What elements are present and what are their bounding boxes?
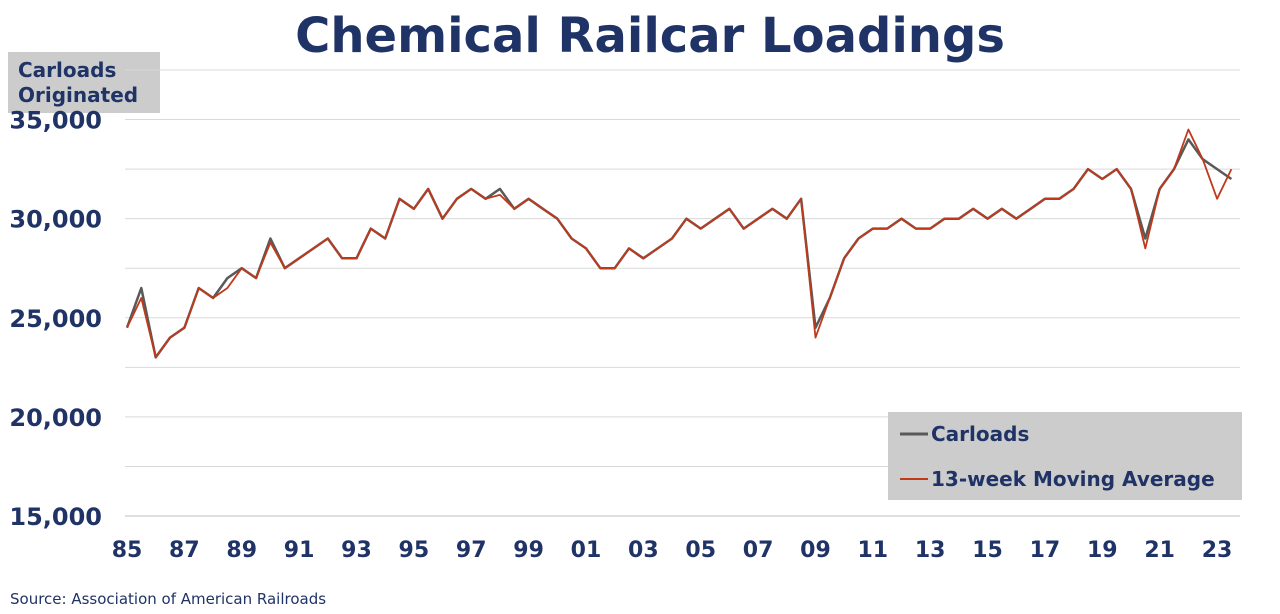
y-tick-label: 30,000 — [9, 206, 102, 234]
x-tick-label: 11 — [858, 538, 889, 563]
series-layer — [125, 128, 1233, 359]
y-axis-label-line-1: Carloads — [18, 58, 117, 82]
x-tick-label: 93 — [341, 538, 372, 563]
x-tick-label: 89 — [226, 538, 257, 563]
x-tick-label: 91 — [284, 538, 315, 563]
x-tick-label: 99 — [513, 538, 544, 563]
x-tick-label: 15 — [972, 538, 1003, 563]
x-tick-label: 87 — [169, 538, 200, 563]
y-axis-label-line-2: Originated — [18, 83, 139, 107]
legend-label-carloads: Carloads — [931, 422, 1029, 446]
x-tick-label: 97 — [456, 538, 487, 563]
legend-background — [888, 412, 1242, 500]
x-tick-label: 13 — [915, 538, 946, 563]
x-tick-label: 09 — [800, 538, 831, 563]
x-tick-label: 85 — [112, 538, 143, 563]
x-tick-label: 01 — [571, 538, 602, 563]
legend-label-moving-average: 13-week Moving Average — [931, 467, 1215, 491]
y-axis: 15,000 20,000 25,000 30,000 35,000 — [9, 107, 102, 531]
y-tick-label: 25,000 — [9, 305, 102, 333]
x-tick-label: 95 — [399, 538, 430, 563]
x-tick-label: 17 — [1030, 538, 1061, 563]
series-line-moving-average — [126, 128, 1233, 359]
y-tick-label: 15,000 — [9, 503, 102, 531]
source-note: Source: Association of American Railroad… — [10, 590, 327, 608]
x-tick-label: 05 — [685, 538, 716, 563]
x-tick-label: 07 — [743, 538, 774, 563]
x-tick-label: 19 — [1087, 538, 1118, 563]
y-axis-label: Carloads Originated — [8, 52, 160, 113]
x-tick-label: 03 — [628, 538, 659, 563]
x-axis: 85 87 89 91 93 95 97 99 01 03 05 07 09 11 13 15 17 19 21 23 — [112, 538, 1233, 563]
y-tick-label: 35,000 — [9, 107, 102, 135]
legend: Carloads 13-week Moving Average — [888, 412, 1242, 500]
y-tick-label: 20,000 — [9, 404, 102, 432]
x-tick-label: 21 — [1144, 538, 1175, 563]
chart-title: Chemical Railcar Loadings — [295, 8, 1005, 64]
series-line-carloads — [125, 138, 1233, 359]
x-tick-label: 23 — [1202, 538, 1233, 563]
